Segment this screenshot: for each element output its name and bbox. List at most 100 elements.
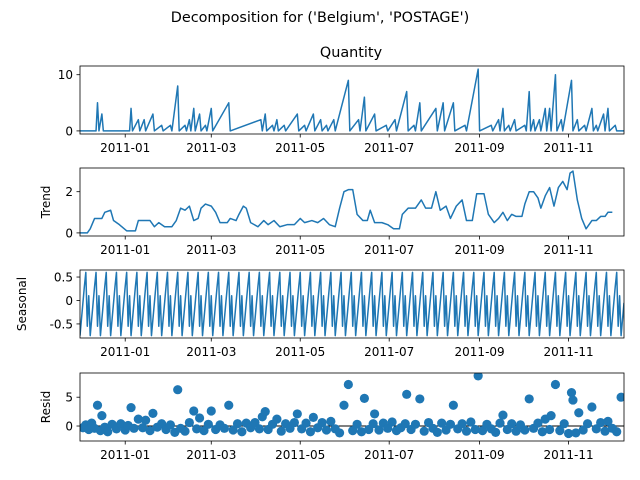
resid-point (129, 423, 139, 433)
panel-trend: Trend 0 2 2011-01 2011-03 2011-05 2011-07 2011-… (39, 167, 625, 257)
x-tick-label: 2011-03 (186, 141, 236, 155)
resid-point (289, 417, 299, 428)
resid-point (546, 411, 556, 421)
y-axis-label: Resid (39, 391, 53, 423)
resid-point (437, 418, 447, 428)
resid-point (254, 424, 264, 434)
resid-point (612, 427, 622, 437)
resid-point (507, 419, 517, 429)
resid-point (276, 426, 286, 436)
x-tick-label: 2011-11 (544, 243, 594, 257)
panel-quantity: 0 10 2011-01 2011-03 2011-05 2011-07 2011-09 20… (58, 65, 625, 155)
resid-point (616, 392, 624, 402)
resid-point (400, 419, 410, 429)
resid-point (370, 409, 380, 419)
axes-frame (79, 65, 625, 135)
resid-point (141, 415, 151, 425)
y-axis-label: Trend (39, 186, 53, 220)
x-tick-label: 2011-03 (186, 448, 236, 462)
figure-suptitle: Decomposition for ('Belgium', 'POSTAGE') (171, 10, 469, 26)
resid-point (145, 426, 155, 436)
resid-point (402, 389, 412, 399)
resid-point (559, 419, 569, 429)
resid-point (308, 412, 318, 422)
resid-point (180, 426, 190, 436)
x-tick-label: 2011-05 (275, 345, 325, 359)
resid-point (524, 394, 534, 404)
y-axis-label: Seasonal (15, 277, 29, 331)
x-tick-label: 2011-11 (544, 448, 594, 462)
y-tick-label: 5 (65, 391, 73, 405)
resid-point (126, 402, 136, 413)
panel-resid: Resid 0 5 2011-01 2011-03 2011-05 2011-07 2011-… (39, 372, 625, 462)
resid-point (194, 413, 205, 423)
resid-point (537, 427, 547, 437)
resid-point (387, 417, 397, 427)
resid-point (473, 373, 483, 381)
resid-point (550, 379, 561, 390)
resid-point (410, 419, 421, 429)
resid-point (206, 406, 216, 416)
resid-point (603, 416, 613, 427)
resid-point (448, 400, 458, 410)
resid-point (237, 427, 247, 437)
x-tick-label: 2011-07 (364, 448, 414, 462)
resid-point (457, 419, 467, 429)
y-tick-label: 0 (65, 124, 73, 138)
x-tick-label: 2011-01 (100, 345, 150, 359)
resid-point (321, 425, 332, 435)
resid-point (498, 410, 508, 420)
resid-point (461, 426, 472, 436)
panel-seasonal: Seasonal -0.5 0 0.5 2011-01 2011-03 2011-05 201… (15, 269, 625, 359)
resid-point (563, 428, 574, 439)
x-tick-label: 2011-01 (100, 141, 150, 155)
x-tick-label: 2011-01 (100, 448, 150, 462)
resid-point (97, 411, 107, 421)
resid-point (533, 418, 543, 428)
resid-point (184, 417, 194, 428)
resid-point (574, 408, 584, 418)
quantity-title: Quantity (320, 45, 383, 61)
resid-point (368, 419, 378, 429)
resid-point (495, 418, 505, 428)
y-tick-label: -0.5 (50, 317, 73, 331)
resid-point (555, 426, 565, 436)
resid-point (466, 417, 476, 427)
x-tick-label: 2011-07 (364, 243, 414, 257)
resid-point (582, 419, 593, 429)
resid-point (272, 414, 282, 424)
resid-point (165, 420, 176, 430)
resid-point (219, 423, 229, 433)
resid-point (568, 395, 578, 405)
resid-point (520, 425, 530, 435)
resid-point (326, 416, 336, 427)
resid-point (600, 426, 610, 436)
x-tick-label: 2011-11 (544, 345, 594, 359)
x-tick-label: 2011-01 (100, 243, 150, 257)
x-tick-label: 2011-05 (275, 243, 325, 257)
resid-point (343, 379, 353, 390)
y-tick-label: 0 (65, 294, 73, 308)
resid-point (224, 400, 234, 410)
x-tick-label: 2011-07 (364, 345, 414, 359)
series-line (80, 68, 624, 132)
resid-point (566, 387, 577, 398)
resid-point (133, 414, 143, 424)
resid-point (571, 428, 581, 438)
x-tick-label: 2011-05 (275, 141, 325, 155)
resid-point (138, 423, 148, 433)
resid-point (301, 418, 311, 428)
resid-point (92, 400, 103, 410)
resid-point (587, 402, 597, 412)
series-line (80, 170, 613, 234)
axes-frame (79, 167, 625, 237)
resid-point (339, 400, 349, 410)
y-tick-label: 10 (58, 68, 73, 82)
x-tick-label: 2011-11 (544, 141, 594, 155)
resid-point (432, 427, 442, 437)
resid-point (374, 425, 384, 435)
x-tick-label: 2011-09 (455, 243, 505, 257)
y-tick-label: 0 (65, 226, 73, 240)
resid-point (317, 417, 327, 428)
